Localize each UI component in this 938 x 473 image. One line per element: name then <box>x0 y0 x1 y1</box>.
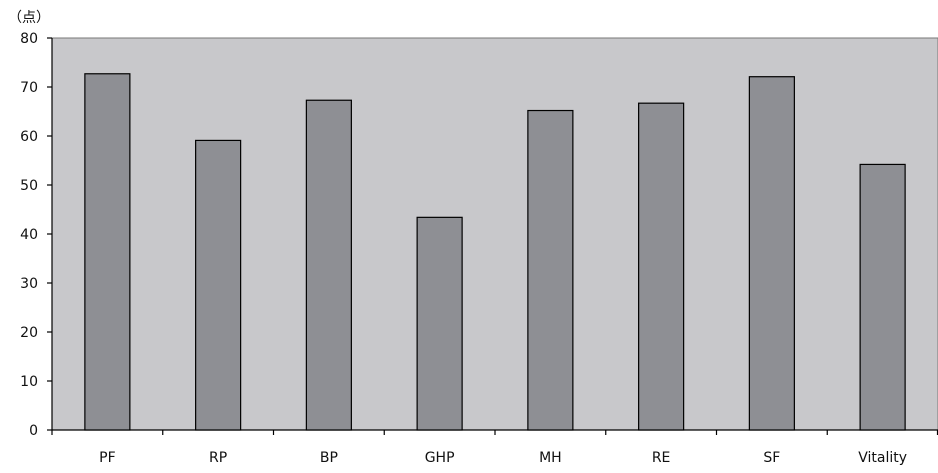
x-category-label: Vitality <box>858 450 907 466</box>
y-tick-label: 50 <box>20 178 38 194</box>
plot-area <box>51 37 938 431</box>
y-tick-label: 30 <box>20 276 38 292</box>
bar-pf <box>84 73 131 431</box>
x-category-label: BP <box>320 450 338 466</box>
y-tick-label: 0 <box>29 423 38 439</box>
bars <box>84 73 906 431</box>
y-tick-label: 80 <box>20 31 38 47</box>
x-category-label: SF <box>763 450 780 466</box>
bar-bp <box>305 99 352 431</box>
x-category-label: MH <box>539 450 562 466</box>
x-category-label: RP <box>209 450 227 466</box>
x-category-label: PF <box>99 450 116 466</box>
x-axis: PF RP BP GHP MH RE SF Vitality <box>51 429 938 466</box>
y-tick-label: 70 <box>20 80 38 96</box>
bar-ghp <box>416 216 463 431</box>
y-tick-label: 60 <box>20 129 38 145</box>
y-tick-label: 40 <box>20 227 38 243</box>
x-category-label: RE <box>652 450 671 466</box>
bar-re <box>638 102 685 431</box>
y-axis: 0 10 20 30 40 50 60 70 80 <box>20 31 53 439</box>
bar-mh <box>527 109 574 431</box>
bar-rp <box>195 139 242 431</box>
bar-vitality <box>859 163 906 431</box>
y-axis-unit-label: （点） <box>8 10 50 26</box>
y-tick-label: 20 <box>20 325 38 341</box>
y-tick-label: 10 <box>20 374 38 390</box>
bar-sf <box>748 76 795 431</box>
x-category-label: GHP <box>425 450 455 466</box>
